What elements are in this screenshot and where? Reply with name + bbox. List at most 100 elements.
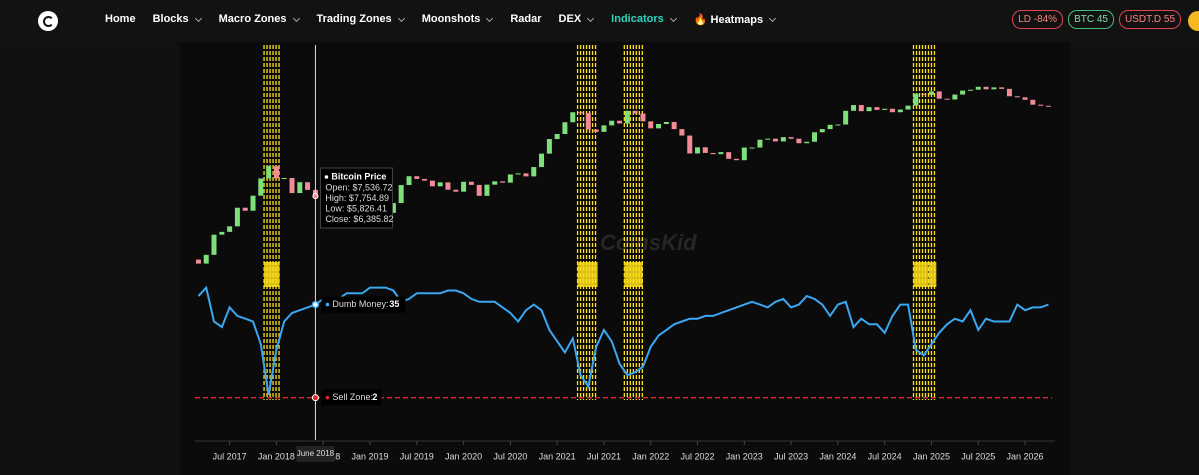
candle bbox=[811, 132, 817, 142]
candle bbox=[749, 147, 755, 149]
candle bbox=[429, 180, 435, 187]
candle bbox=[406, 176, 412, 186]
candle bbox=[531, 167, 537, 177]
candle bbox=[546, 139, 552, 154]
tooltip-dot bbox=[324, 175, 329, 179]
candle bbox=[632, 110, 638, 114]
signal-block bbox=[577, 262, 598, 287]
tooltip-row: Low: $5,826.41 bbox=[325, 203, 387, 213]
candle bbox=[640, 113, 646, 122]
candle bbox=[679, 129, 685, 136]
signal-block bbox=[913, 262, 928, 287]
candle bbox=[882, 108, 888, 110]
date-box bbox=[296, 446, 335, 462]
candle bbox=[827, 124, 833, 130]
candle bbox=[975, 86, 981, 90]
x-tick-label: Jul 2024 bbox=[868, 451, 902, 461]
badge[interactable]: BTC 45 bbox=[1068, 10, 1114, 29]
candle bbox=[297, 182, 303, 194]
zone-label: Sell Zone: bbox=[332, 392, 373, 402]
sell-signal bbox=[623, 45, 643, 400]
coin-icon[interactable] bbox=[1188, 11, 1199, 31]
x-tick-label: Jan 2019 bbox=[351, 451, 388, 461]
signal-block bbox=[928, 262, 937, 287]
badge[interactable]: LD -84% bbox=[1012, 10, 1064, 29]
candle bbox=[780, 137, 786, 142]
candle bbox=[796, 138, 802, 144]
candle bbox=[999, 87, 1005, 89]
candle bbox=[484, 184, 490, 196]
candle bbox=[858, 105, 864, 112]
tooltip-title: Bitcoin Price bbox=[331, 171, 386, 181]
badge[interactable]: USDT.D 55 bbox=[1118, 10, 1181, 29]
x-tick-label: Jul 2019 bbox=[400, 451, 434, 461]
candle bbox=[874, 107, 880, 110]
candle bbox=[562, 122, 568, 135]
candle bbox=[554, 134, 560, 140]
candle bbox=[741, 147, 747, 161]
x-tick-label: Jul 2020 bbox=[493, 451, 527, 461]
candle bbox=[593, 129, 599, 132]
candle bbox=[1022, 97, 1028, 100]
nav-item[interactable]: Macro Zones bbox=[219, 13, 300, 26]
candle bbox=[507, 174, 513, 183]
candle bbox=[476, 184, 482, 196]
x-tick-label: Jan 2024 bbox=[819, 451, 856, 461]
candle bbox=[960, 90, 966, 95]
candle bbox=[398, 185, 404, 204]
candle bbox=[414, 176, 420, 179]
zone-value: 2 bbox=[372, 392, 377, 402]
candle bbox=[663, 121, 669, 124]
candle bbox=[437, 182, 443, 187]
nav-item[interactable]: DEX bbox=[559, 13, 595, 26]
x-tick-label: Jul 2022 bbox=[681, 451, 715, 461]
candle bbox=[765, 138, 771, 140]
candle bbox=[273, 166, 279, 179]
candle bbox=[250, 195, 256, 211]
candle bbox=[585, 113, 591, 130]
candle bbox=[515, 173, 521, 175]
candle bbox=[718, 152, 724, 155]
candle bbox=[944, 98, 950, 100]
candle bbox=[281, 177, 287, 179]
nav-item[interactable]: Trading Zones bbox=[317, 13, 405, 26]
x-tick-label: Jan 2022 bbox=[632, 451, 669, 461]
logo[interactable] bbox=[38, 11, 58, 31]
candle bbox=[757, 139, 763, 148]
candle bbox=[227, 226, 233, 232]
candle bbox=[258, 178, 264, 196]
candle bbox=[523, 173, 529, 177]
nav-item[interactable]: Indicators bbox=[611, 13, 677, 26]
candle bbox=[928, 91, 934, 95]
candle bbox=[266, 166, 272, 179]
dumb-label-dot bbox=[325, 302, 330, 307]
cursor-zone-dot bbox=[311, 394, 319, 402]
signal-block bbox=[624, 262, 643, 287]
candle bbox=[1038, 104, 1044, 106]
dumb-label-box bbox=[321, 296, 406, 313]
candle bbox=[445, 182, 451, 190]
tooltip-row: Close: $6,385.82 bbox=[325, 214, 393, 224]
candle bbox=[772, 138, 778, 142]
candle bbox=[921, 93, 927, 95]
candle bbox=[804, 141, 810, 144]
candle bbox=[835, 124, 841, 126]
candle bbox=[492, 181, 498, 185]
nav-item[interactable]: Radar bbox=[510, 13, 542, 25]
cursor-date: June 2018 bbox=[297, 449, 335, 458]
candle bbox=[578, 112, 584, 114]
tooltip-row: High: $7,754.89 bbox=[325, 193, 389, 203]
x-tick-label: Jan 2026 bbox=[1007, 451, 1044, 461]
candle bbox=[453, 189, 459, 192]
candle bbox=[913, 93, 919, 106]
candle bbox=[1006, 88, 1012, 97]
nav-item[interactable]: Moonshots bbox=[422, 13, 494, 26]
candle bbox=[936, 91, 942, 99]
candle bbox=[211, 234, 217, 255]
candle bbox=[905, 105, 911, 110]
nav-item[interactable]: Home bbox=[105, 13, 136, 25]
nav-item[interactable]: 🔥 Heatmaps bbox=[694, 13, 776, 26]
cursor-price-dot bbox=[312, 193, 319, 200]
nav-item[interactable]: Blocks bbox=[153, 13, 202, 26]
